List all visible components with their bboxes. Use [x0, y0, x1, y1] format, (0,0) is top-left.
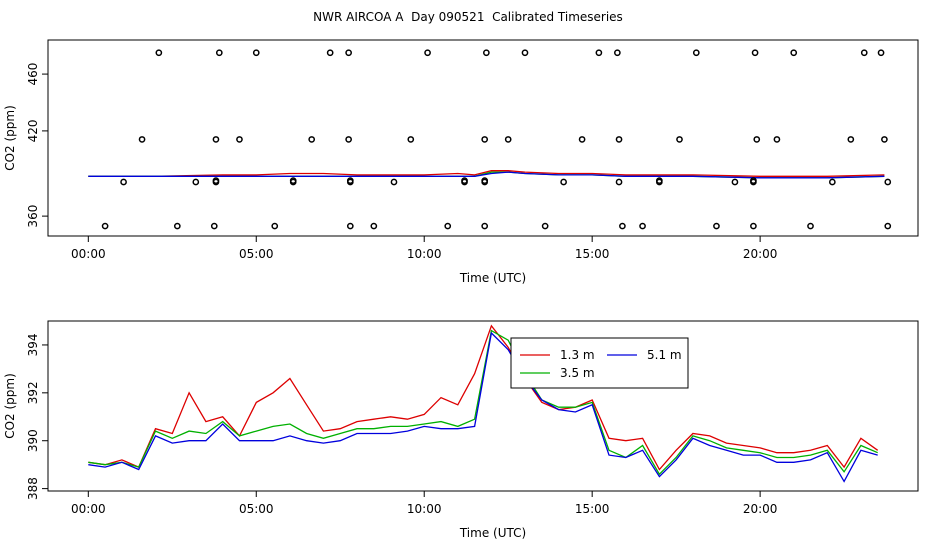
y-axis-label: CO2 (ppm)	[3, 105, 17, 171]
plot-frame	[47, 39, 919, 237]
scatter-point	[807, 222, 814, 230]
x-axis-label: Time (UTC)	[459, 526, 526, 540]
legend-label: 5.1 m	[647, 348, 682, 362]
scatter-point	[192, 178, 200, 186]
scatter-point	[252, 49, 260, 57]
series-line-51m	[88, 331, 878, 483]
y-tick-label: 460	[26, 63, 40, 86]
scatter-point	[120, 178, 127, 186]
scatter-point	[504, 136, 512, 143]
x-tick-label: 15:00	[575, 502, 610, 516]
panel-2: 00:00 05:00 10:00 15:00 20:00 Time (UTC) 388 39…	[3, 320, 919, 540]
y-axis-label: CO2 (ppm)	[3, 373, 17, 439]
scatter-point	[407, 136, 415, 143]
scatter-point	[676, 136, 683, 143]
scatter-point	[884, 178, 892, 186]
y-tick-label: 360	[26, 205, 40, 228]
scatter-point	[541, 222, 549, 230]
scatter-point	[173, 222, 181, 230]
scatter-point	[639, 222, 646, 230]
figure-title: NWR AIRCOA A Day 090521 Calibrated Times…	[313, 10, 623, 24]
scatter-point	[713, 222, 720, 230]
scatter-point	[773, 136, 781, 143]
scatter-point	[619, 222, 626, 230]
y-tick-label: 390	[26, 429, 40, 452]
scatter-point	[236, 136, 243, 143]
scatter-point	[881, 136, 888, 143]
scatter-point	[461, 177, 468, 184]
scatter-point	[390, 178, 398, 186]
x-tick-label: 10:00	[407, 502, 442, 516]
scatter-point	[483, 49, 490, 57]
x-tick-label: 15:00	[575, 247, 610, 261]
x-tick-label: 00:00	[71, 502, 106, 516]
scatter-point	[215, 49, 223, 57]
scatter-point	[750, 177, 757, 184]
scatter-point	[615, 178, 623, 186]
scatter-point	[138, 136, 146, 143]
scatter-point	[101, 222, 109, 230]
scatter-point	[481, 136, 489, 143]
scatter-point	[345, 136, 352, 143]
x-tick-label: 20:00	[743, 502, 778, 516]
scatter-point	[326, 49, 334, 57]
x-axis-label: Time (UTC)	[459, 271, 526, 285]
plot-frame	[47, 320, 919, 492]
scatter-point	[481, 177, 489, 184]
scatter-point	[212, 136, 220, 143]
scatter-point	[424, 49, 431, 57]
scatter-point	[656, 177, 663, 184]
scatter-point	[370, 222, 378, 230]
scatter-point	[750, 222, 757, 230]
scatter-point	[884, 222, 892, 230]
scatter-point	[521, 49, 529, 57]
scatter-point	[346, 177, 354, 184]
scatter-point	[210, 222, 218, 230]
x-tick-label: 20:00	[743, 247, 778, 261]
scatter-point	[308, 136, 316, 143]
series-line-35m	[88, 329, 878, 476]
legend-label: 1.3 m	[560, 348, 595, 362]
series-line-13m	[88, 324, 879, 471]
scatter-point	[481, 222, 489, 230]
scatter-point	[444, 222, 452, 230]
scatter-point	[731, 178, 739, 186]
y-tick-label: 392	[26, 381, 40, 404]
x-tick-label: 10:00	[407, 247, 442, 261]
scatter-point	[828, 178, 836, 186]
series-line-13m	[88, 170, 885, 177]
scatter-point	[877, 49, 885, 57]
series-line-51m	[88, 171, 885, 179]
scatter-point	[615, 136, 623, 143]
scatter-point	[271, 222, 279, 230]
scatter-point	[289, 177, 297, 184]
scatter-point	[212, 177, 220, 184]
scatter-point	[578, 136, 586, 143]
legend-box	[510, 337, 689, 389]
scatter-point	[790, 49, 798, 57]
scatter-point	[692, 49, 700, 57]
scatter-point	[560, 178, 567, 186]
scatter-point	[751, 49, 759, 57]
x-tick-label: 05:00	[239, 502, 274, 516]
legend-label: 3.5 m	[560, 366, 595, 380]
x-tick-label: 05:00	[239, 247, 274, 261]
y-tick-label: 420	[26, 119, 40, 142]
panel-1: 00:00 05:00 10:00 15:00 20:00 Time (UTC) 360 42…	[3, 39, 919, 285]
scatter-point	[614, 49, 621, 57]
scatter-point	[345, 49, 352, 57]
y-tick-label: 388	[26, 477, 40, 500]
y-tick-label: 394	[26, 333, 40, 356]
scatter-point	[346, 222, 354, 230]
scatter-point	[155, 49, 163, 57]
scatter-point	[595, 49, 603, 57]
scatter-point	[860, 49, 868, 57]
x-tick-label: 00:00	[71, 247, 106, 261]
legend: 1.3 m 3.5 m 5.1 m	[510, 337, 689, 389]
scatter-point	[847, 136, 855, 143]
scatter-point	[753, 136, 761, 143]
